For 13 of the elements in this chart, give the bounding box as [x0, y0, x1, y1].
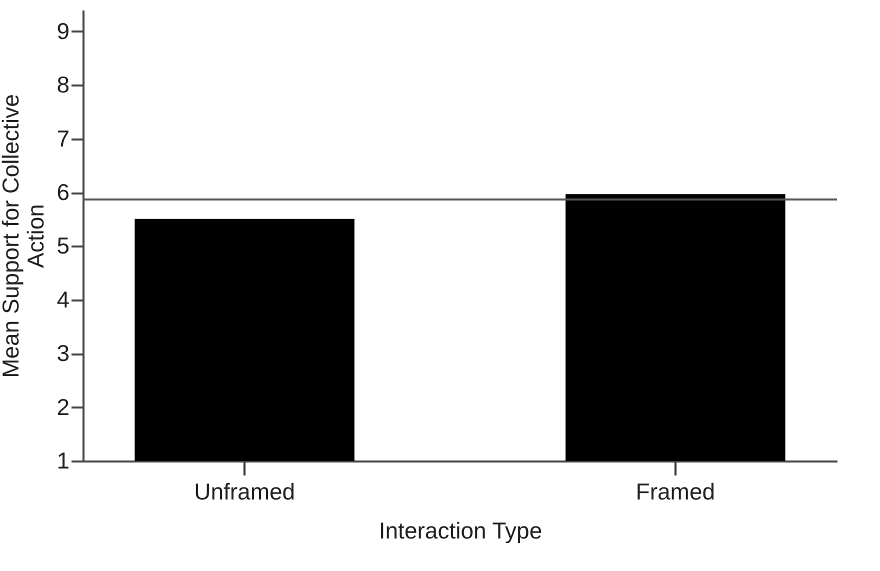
x-axis-title: Interaction Type — [378, 518, 542, 544]
x-tick-label: Framed — [636, 478, 716, 504]
y-tick-label: 3 — [56, 340, 70, 366]
y-tick-label: 6 — [56, 179, 70, 206]
y-axis-title: Mean Support for Collective Action — [0, 94, 49, 378]
y-tick-label: 5 — [56, 232, 70, 259]
y-tick-label: 7 — [56, 125, 70, 152]
y-tick-label: 2 — [56, 394, 70, 420]
y-tick-label: 4 — [56, 286, 70, 312]
y-tick-label: 9 — [56, 18, 70, 44]
y-tick-label: 8 — [56, 72, 70, 98]
y-tick-label: 1 — [56, 448, 70, 474]
x-tick-label: Unframed — [194, 478, 296, 504]
